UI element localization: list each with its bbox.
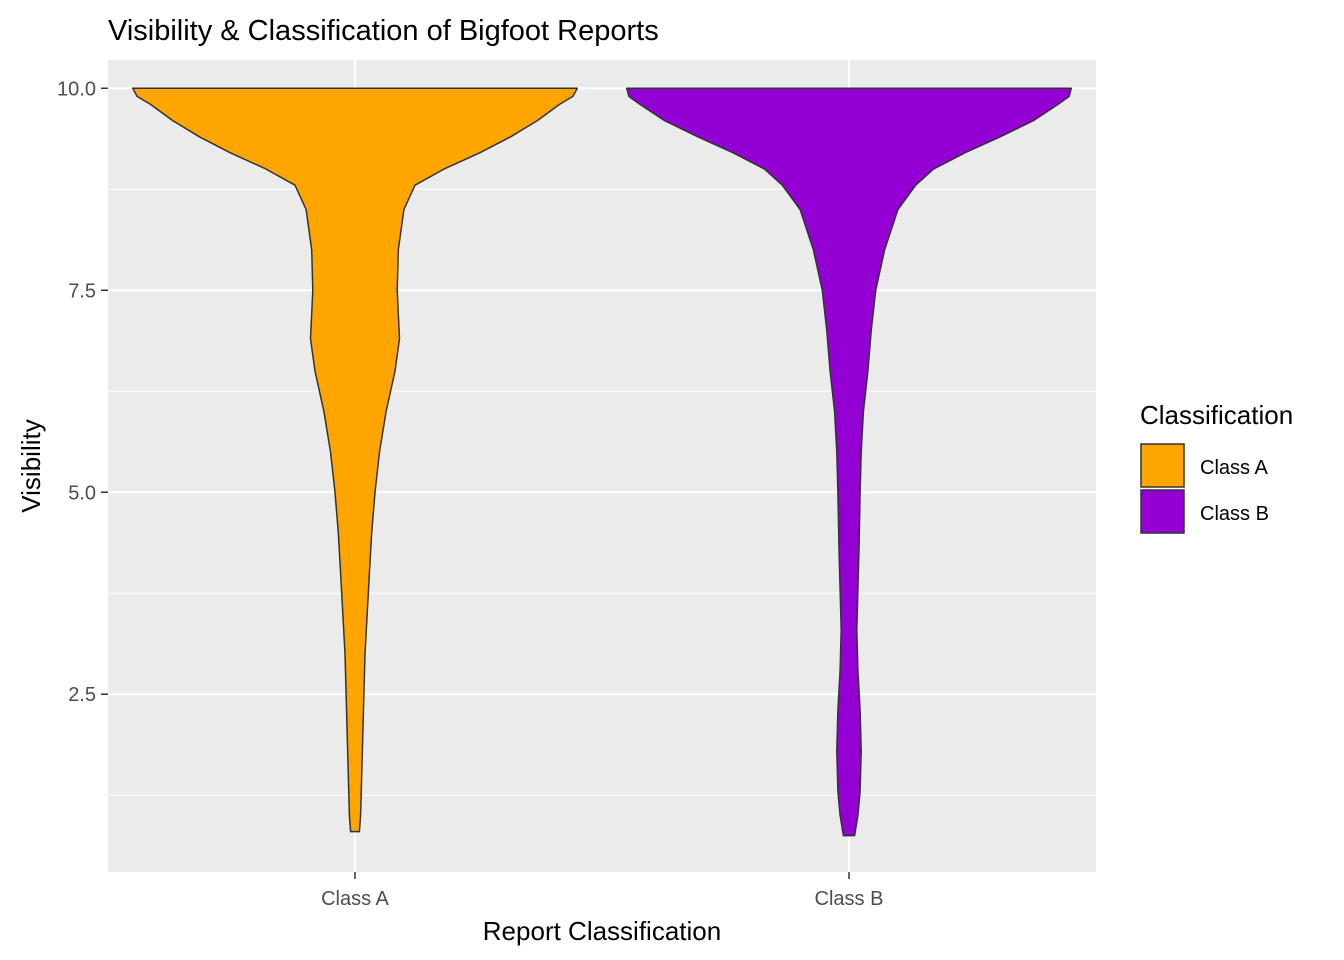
legend-title: Classification <box>1140 400 1293 430</box>
legend-key <box>1140 443 1185 488</box>
y-axis-title: Visibility <box>16 419 46 512</box>
axes: 2.5 5.0 7.5 10.0 Class A Class B <box>57 78 883 910</box>
violin-class-a <box>131 87 579 833</box>
x-axis-title: Report Classification <box>483 916 721 946</box>
legend: Classification Class A Class B <box>1140 400 1293 534</box>
legend-label: Class B <box>1200 503 1269 525</box>
legend-key <box>1140 489 1185 534</box>
chart-title: Visibility & Classification of Bigfoot R… <box>108 15 659 47</box>
plot-panel <box>108 60 1096 872</box>
violins <box>131 87 1073 837</box>
y-tick-label: 2.5 <box>68 684 96 706</box>
violin-class-b <box>625 87 1073 837</box>
x-tick-label: Class A <box>321 888 389 910</box>
y-tick-label: 5.0 <box>68 482 96 504</box>
y-tick-label: 10.0 <box>57 78 96 100</box>
x-tick-label: Class B <box>815 888 884 910</box>
y-tick-label: 7.5 <box>68 280 96 302</box>
legend-label: Class A <box>1200 457 1268 479</box>
